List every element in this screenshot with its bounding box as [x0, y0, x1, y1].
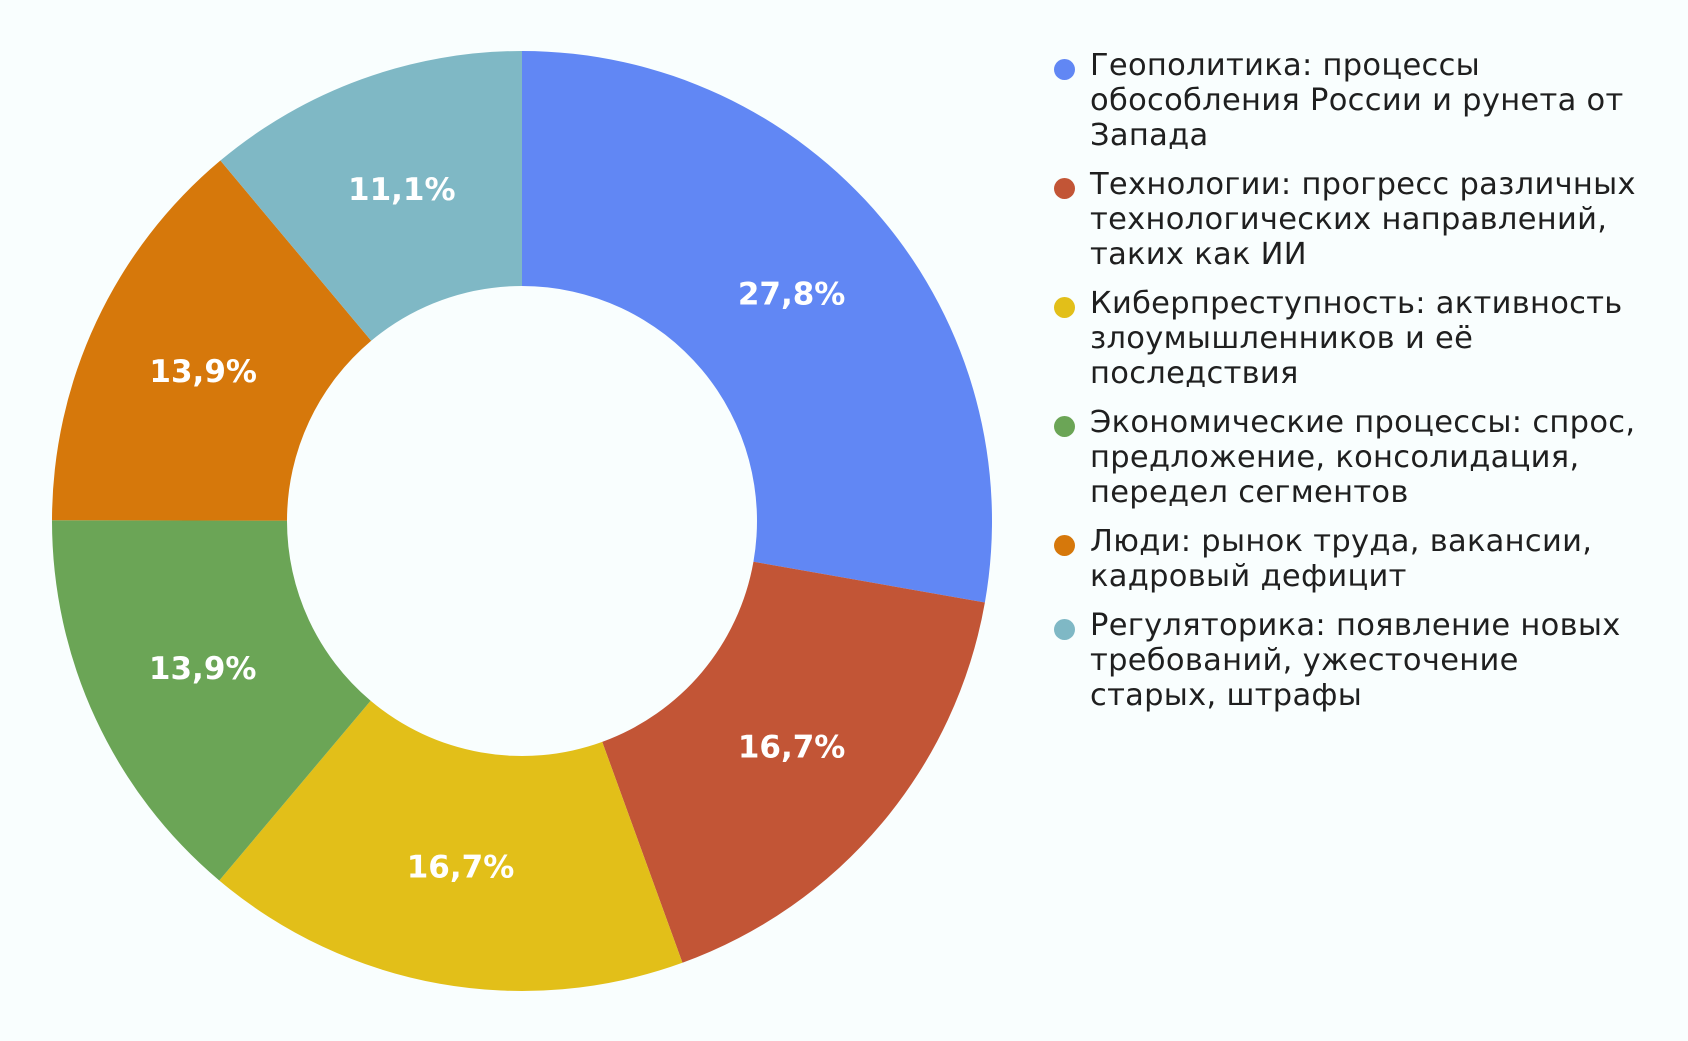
legend-label: Регуляторика: появление новых требований…	[1090, 608, 1621, 713]
legend-label: Люди: рынок труда, вакансии, кадровый де…	[1090, 524, 1593, 594]
legend-label: Киберпреступность: активность злоумышлен…	[1090, 286, 1623, 391]
legend-marker	[1054, 416, 1075, 437]
donut-slice-5[interactable]	[220, 51, 522, 341]
donut-slice-1[interactable]	[602, 561, 985, 963]
legend-label: Технологии: прогресс различных технологи…	[1090, 167, 1636, 272]
legend-item-geopolitics[interactable]: Геополитика: процессы обособления России…	[1048, 48, 1648, 153]
legend-item-technology[interactable]: Технологии: прогресс различных технологи…	[1048, 167, 1648, 272]
legend-item-regulation[interactable]: Регуляторика: появление новых требований…	[1048, 608, 1648, 713]
legend-marker	[1054, 178, 1075, 199]
legend-label: Экономические процессы: спрос, предложен…	[1090, 405, 1636, 510]
slice-value-label-3: 13,9%	[149, 651, 257, 687]
slice-value-label-5: 11,1%	[348, 172, 456, 208]
legend-marker	[1054, 297, 1075, 318]
legend-marker	[1054, 535, 1075, 556]
legend-item-people[interactable]: Люди: рынок труда, вакансии, кадровый де…	[1048, 524, 1648, 594]
donut-slice-0[interactable]	[522, 51, 993, 603]
chart-legend: Геополитика: процессы обособления России…	[1048, 48, 1648, 727]
legend-marker	[1054, 619, 1075, 640]
legend-marker	[1054, 59, 1075, 80]
legend-label: Геополитика: процессы обособления России…	[1090, 48, 1624, 153]
legend-item-cybercrime[interactable]: Киберпреступность: активность злоумышлен…	[1048, 286, 1648, 391]
donut-slice-4[interactable]	[52, 160, 372, 521]
slice-value-label-2: 16,7%	[407, 850, 515, 886]
donut-slices	[51, 51, 993, 992]
slice-value-label-1: 16,7%	[738, 729, 846, 765]
slice-value-label-4: 13,9%	[149, 354, 257, 390]
legend-item-economy[interactable]: Экономические процессы: спрос, предложен…	[1048, 405, 1648, 510]
donut-slice-3[interactable]	[51, 520, 371, 881]
slice-labels: 27,8% 16,7% 16,7% 13,9% 13,9% 11,1%	[149, 172, 846, 886]
donut-slice-2[interactable]	[219, 700, 683, 992]
slice-value-label-0: 27,8%	[738, 277, 846, 313]
